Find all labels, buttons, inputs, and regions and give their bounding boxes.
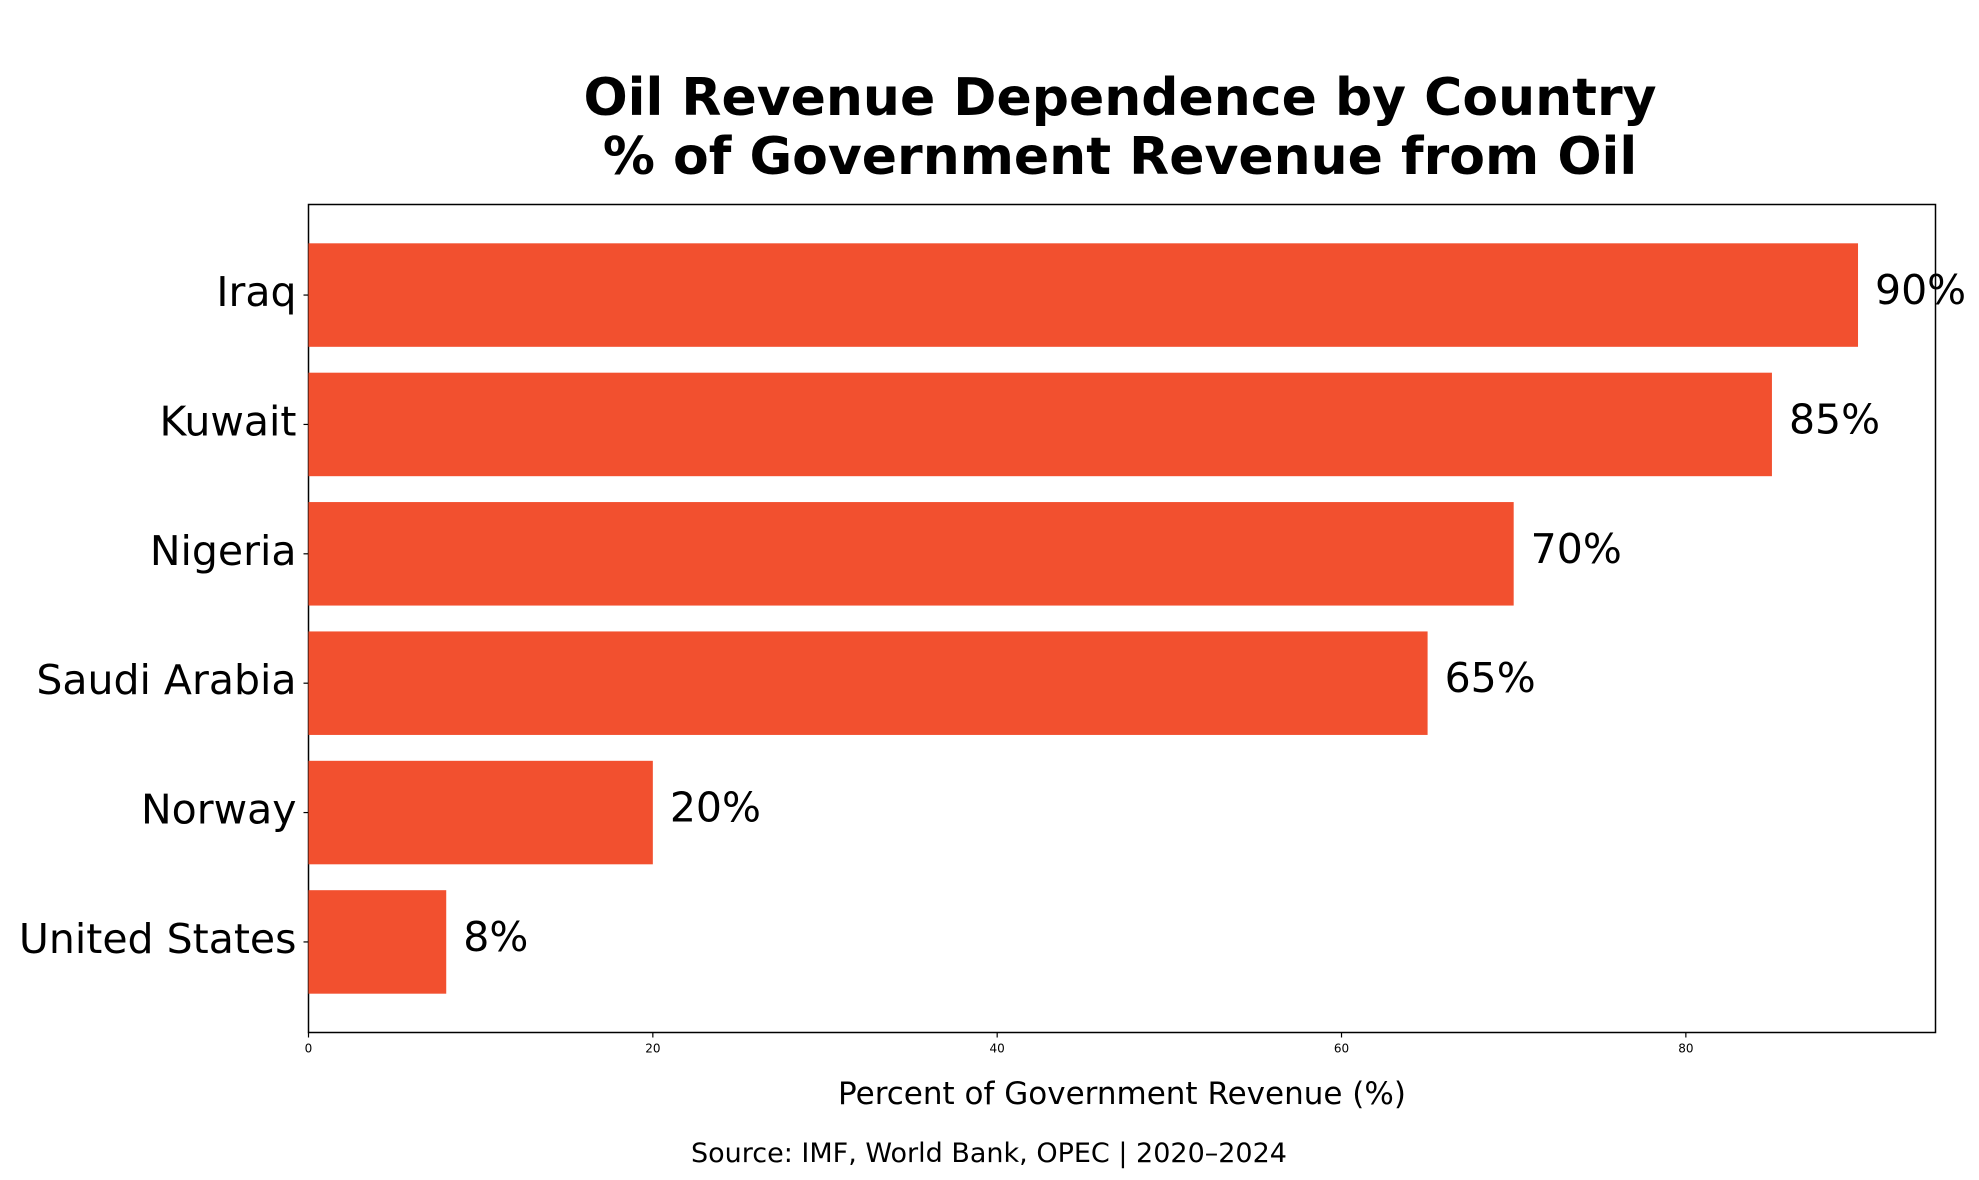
x-tick-label-4: 80 (1678, 1042, 1693, 1056)
value-label-5: 8% (463, 913, 528, 961)
value-label-4: 20% (670, 784, 761, 832)
value-label-3: 65% (1445, 654, 1536, 702)
y-tick-label-2: Nigeria (150, 527, 297, 575)
x-axis: 0 20 40 60 80 (305, 1032, 1693, 1056)
y-tick-label-0: Iraq (216, 268, 296, 316)
value-label-0: 90% (1875, 266, 1966, 314)
value-labels-group: 90% 85% 70% 65% 20% 8% (463, 266, 1966, 961)
y-tick-label-4: Norway (141, 786, 297, 834)
x-tick-label-1: 20 (645, 1042, 660, 1056)
bar-2 (308, 502, 1514, 606)
bar-1 (308, 372, 1772, 477)
source-note: Source: IMF, World Bank, OPEC | 2020–202… (691, 1138, 1287, 1169)
chart-title: Oil Revenue Dependence by Country % of G… (583, 68, 1656, 187)
bar-3 (308, 631, 1428, 735)
y-axis: Iraq Kuwait Nigeria Saudi Arabia Norway Unite… (19, 268, 309, 963)
bar-5 (308, 890, 447, 994)
x-axis-label: Percent of Government Revenue (%) (838, 1076, 1406, 1112)
chart-title-line-2: % of Government Revenue from Oil (603, 127, 1637, 187)
plot-area (307, 203, 1937, 1034)
chart-title-line-1: Oil Revenue Dependence by Country (583, 68, 1656, 128)
bars-group (308, 243, 1859, 994)
y-tick-label-1: Kuwait (160, 397, 297, 445)
value-label-1: 85% (1789, 395, 1880, 443)
y-tick-label-3: Saudi Arabia (36, 656, 296, 704)
bar-0 (308, 243, 1859, 347)
x-tick-label-0: 0 (305, 1042, 313, 1056)
y-tick-label-5: United States (19, 915, 297, 963)
bar-4 (308, 760, 653, 865)
x-tick-label-3: 60 (1334, 1042, 1349, 1056)
x-tick-label-2: 40 (990, 1042, 1005, 1056)
value-label-2: 70% (1531, 525, 1622, 573)
